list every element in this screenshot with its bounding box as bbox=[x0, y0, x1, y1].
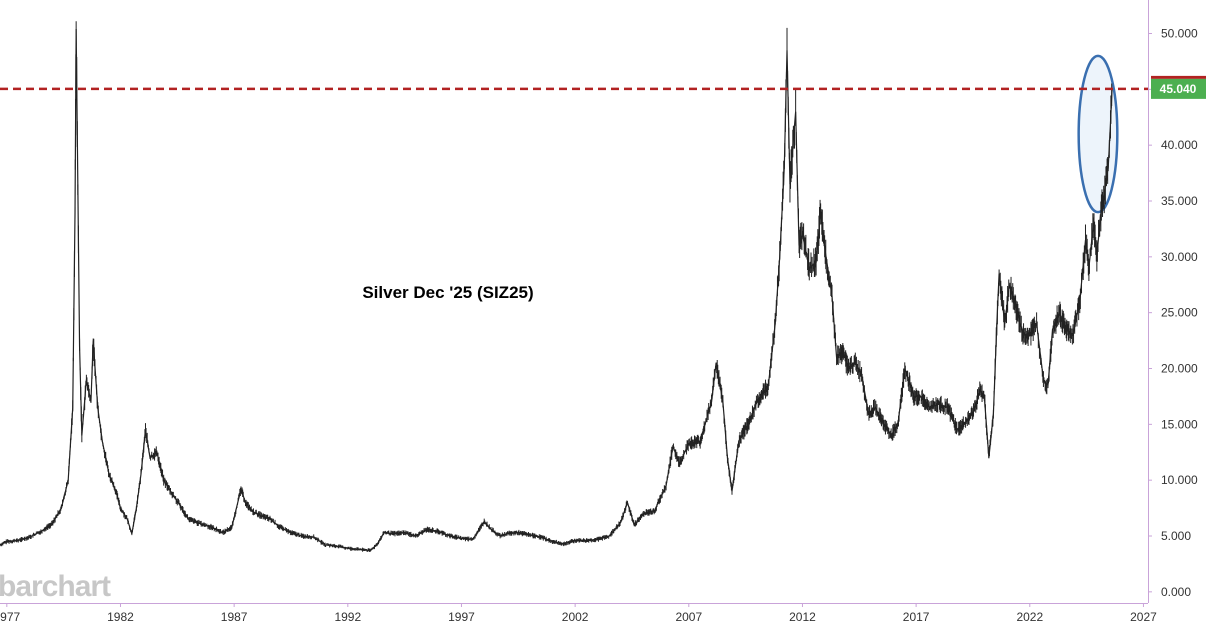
x-tick-label: 2002 bbox=[562, 610, 589, 624]
y-tick-label: 35.000 bbox=[1161, 194, 1198, 208]
y-tick-label: 10.000 bbox=[1161, 473, 1198, 487]
price-tag-accent bbox=[1151, 75, 1206, 79]
price-tag bbox=[1151, 78, 1206, 99]
x-axis: 1977 1982 1987 1992 1997 2002 2007 2012 2017 2022… bbox=[0, 603, 1157, 624]
y-tick-label: 5.000 bbox=[1161, 529, 1191, 543]
x-tick-label: 1997 bbox=[448, 610, 475, 624]
barchart-watermark: barchart bbox=[0, 570, 111, 603]
y-tick-label: 40.000 bbox=[1161, 138, 1198, 152]
y-axis: 0.000 5.000 10.000 15.000 20.000 25.000 30.000… bbox=[1148, 27, 1198, 599]
x-tick-label: 2022 bbox=[1016, 610, 1043, 624]
price-tag-layer: 45.040 bbox=[1151, 75, 1206, 99]
x-tick-label: 1987 bbox=[221, 610, 248, 624]
x-tick-label: 1977 bbox=[0, 610, 20, 624]
y-tick-label: 30.000 bbox=[1161, 250, 1198, 264]
y-tick-label: 50.000 bbox=[1161, 27, 1198, 41]
highlight-layer bbox=[1077, 54, 1119, 214]
y-tick-label: 20.000 bbox=[1161, 362, 1198, 376]
x-tick-label: 2012 bbox=[789, 610, 816, 624]
x-tick-label: 2017 bbox=[903, 610, 930, 624]
x-tick-label: 2007 bbox=[675, 610, 702, 624]
y-tick-label: 25.000 bbox=[1161, 306, 1198, 320]
x-tick-label: 1992 bbox=[334, 610, 361, 624]
chart-title: Silver Dec '25 (SIZ25) bbox=[362, 283, 533, 302]
highlight-ellipse bbox=[1077, 54, 1119, 214]
series-layer bbox=[0, 21, 1113, 553]
x-tick-label: 1982 bbox=[107, 610, 134, 624]
price-tag-label: 45.040 bbox=[1160, 82, 1197, 96]
y-tick-label: 15.000 bbox=[1161, 417, 1198, 431]
x-tick-label: 2027 bbox=[1130, 610, 1157, 624]
price-series-line-0 bbox=[0, 29, 1113, 552]
y-tick-label: 0.000 bbox=[1161, 585, 1191, 599]
plot-background bbox=[0, 0, 1148, 603]
